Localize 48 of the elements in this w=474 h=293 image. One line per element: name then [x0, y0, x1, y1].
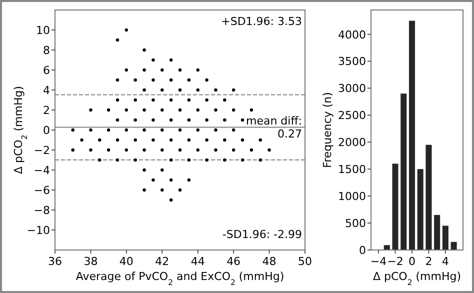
bar: [400, 94, 407, 250]
x-tick-label: −4: [370, 255, 387, 268]
y-tick-label: 0: [43, 124, 50, 137]
x-tick-label: 40: [119, 255, 134, 268]
x-tick-label: 38: [84, 255, 98, 268]
bar: [442, 226, 448, 250]
y-axis-title: Frequency (n): [321, 92, 334, 168]
y-tick-label: 4000: [338, 28, 366, 42]
y-tick-label: 500: [345, 217, 366, 230]
y-tick-label: 3000: [338, 82, 366, 96]
bar: [392, 164, 398, 250]
y-tick-label: −4: [34, 164, 50, 177]
y-tick-label: 2000: [338, 136, 366, 150]
y-tick-label: −8: [34, 204, 50, 217]
x-tick-label: 46: [226, 255, 241, 268]
x-tick-label: 2: [425, 255, 432, 268]
bar: [434, 214, 440, 250]
y-tick-label: 1000: [338, 190, 366, 204]
x-tick-label: −2: [387, 255, 404, 268]
y-tick-label: 2: [43, 104, 50, 117]
y-tick-label: 8: [43, 44, 50, 57]
annotation: -SD1.96: -2.99: [222, 228, 302, 241]
y-tick-label: 2500: [338, 109, 366, 122]
bar: [450, 242, 457, 250]
y-tick-label: 0: [359, 244, 366, 257]
x-tick-label: 42: [155, 255, 170, 268]
bar: [408, 20, 415, 250]
x-tick-label: 44: [190, 255, 205, 268]
x-axis-title: Average of PvCO$_{2}$ and ExCO$_{2}$ (mmHg): [76, 270, 284, 286]
x-tick-label: 36: [48, 255, 62, 268]
y-tick-label: 1500: [338, 163, 366, 176]
annotation: +SD1.96: 3.53: [221, 15, 302, 28]
bar: [426, 144, 432, 250]
x-tick-label: 4: [442, 255, 449, 268]
x-tick-label: 50: [298, 255, 312, 268]
y-tick-label: −6: [34, 184, 50, 197]
ref-line-label: mean diff: 0.27: [246, 114, 302, 140]
x-tick-label: 48: [262, 255, 276, 268]
bar: [417, 169, 424, 250]
y-tick-label: 6: [43, 64, 50, 77]
y-tick-label: −2: [34, 144, 50, 157]
y-tick-label: 10: [36, 24, 50, 37]
bar: [384, 245, 390, 250]
x-tick-label: 0: [408, 255, 416, 268]
y-tick-label: 4: [43, 84, 50, 97]
y-tick-label: 3500: [338, 55, 366, 68]
x-axis-title: Δ pCO$_{2}$ (mmHg): [372, 270, 462, 286]
y-tick-label: −10: [26, 224, 50, 237]
